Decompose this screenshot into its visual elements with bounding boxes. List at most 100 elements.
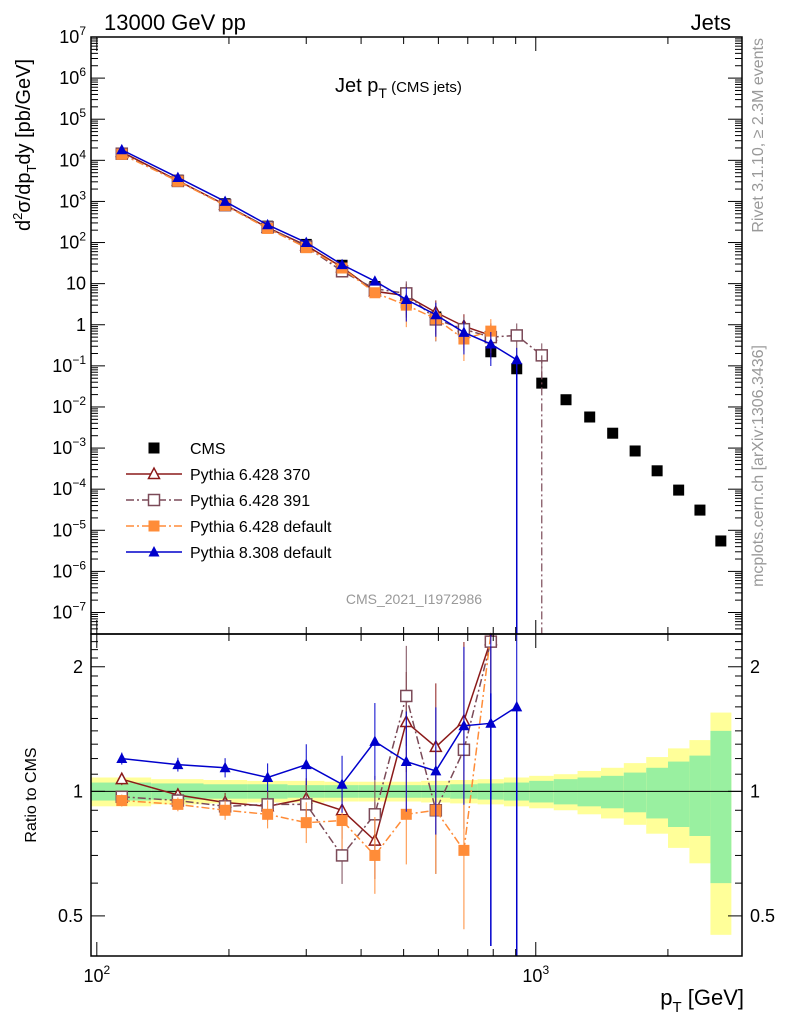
legend-label: CMS [190,441,226,458]
y-tick-label: 10−2 [52,394,86,417]
legend: CMS Pythia 6.428 370 Pythia 6.428 391 Pythi… [126,441,332,562]
ratio-point [219,761,231,773]
ratio-point [369,735,381,746]
ratio-point [300,817,312,829]
data-point [116,148,128,160]
y-tick-label: 1 [76,315,86,335]
ratio-point [262,808,274,820]
data-point [715,535,727,547]
ratio-point [400,689,413,703]
ratio-y-tick-label-right: 1 [750,781,760,801]
band-inner-bin [689,755,711,836]
legend-label: Pythia 8.308 default [190,545,332,562]
data-point [369,287,381,299]
series-line-pythia-8-308-default [121,149,518,361]
legend-marker [147,466,161,480]
band-inner-bin [623,772,647,813]
ratio-frame [90,633,743,957]
x-tick-label: 103 [522,963,549,986]
y-tick-label: 10−3 [52,435,86,458]
y-tick-label: 106 [59,65,86,88]
ratio-y-tick-label-right: 0.5 [750,906,775,926]
y-tick-label: 10−4 [52,476,86,499]
ratio-data-band [91,712,742,935]
legend-label: Pythia 6.428 default [190,519,332,536]
ratio-point [430,765,442,776]
header-right: Jets [691,10,731,35]
data-point [430,308,442,320]
x-axis-label: pT [GeV] [660,985,744,1016]
y-tick-label: 103 [59,188,86,211]
analysis-id: CMS_2021_I1972986 [346,591,482,607]
data-point [673,484,685,496]
y-tick-label: 10−5 [52,517,86,540]
y-tick-label: 10−6 [52,558,86,581]
data-point [485,338,497,349]
ratio-y-tick-label: 0.5 [58,906,83,926]
ratio-point [335,849,349,862]
data-point [172,171,184,183]
data-point [511,353,523,365]
main-series-layer [115,143,727,634]
band-inner-bin [577,777,601,807]
data-point [694,504,706,516]
y-tick-label: 10−1 [52,353,86,376]
legend-marker [148,442,160,454]
x-tick-label: 102 [83,963,110,986]
ratio-point [262,771,274,782]
ratio-line-pythia-8-308-default [121,706,518,786]
data-point [369,275,381,286]
main-y-axis-label: d2σ/dpTdy [pb/GeV] [10,59,39,231]
ratio-point [116,752,128,764]
ratio-point [511,700,523,712]
ratio-y-tick-label: 1 [73,781,83,801]
data-point [651,465,663,477]
ratio-point [458,844,470,856]
header-left: 13000 GeV pp [104,10,246,35]
ratio-point [172,758,184,770]
data-point [510,329,523,342]
ratio-point [172,798,184,810]
ratio-point [458,719,470,731]
ratio-y-tick-label: 2 [73,657,83,677]
data-point [336,258,348,270]
y-tick-label: 10 [66,274,86,294]
data-point [300,242,312,254]
ratio-point [116,795,128,807]
band-inner-bin [668,761,690,827]
rivet-label: Rivet 3.1.10, ≥ 2.3M events [750,38,767,233]
ratio-point [219,804,231,816]
ratio-point [115,771,129,785]
legend-label: Pythia 6.428 391 [190,493,310,510]
ratio-y-axis-label: Ratio to CMS [23,747,40,842]
data-point [629,445,641,457]
y-tick-label: 102 [59,230,86,253]
ratio-line-pythia-6-428-default [121,633,492,857]
ratio-point [336,778,348,789]
ratio-series-layer [115,632,523,956]
data-point [262,218,274,230]
data-point [607,427,619,439]
legend-marker [147,493,161,507]
legend-label: Pythia 6.428 370 [190,467,310,484]
ratio-point [300,758,312,770]
data-point [116,143,128,155]
data-point [560,394,572,406]
ratio-point [400,755,412,767]
ratio-point [369,849,381,861]
data-point [485,325,497,337]
data-point [400,293,412,305]
band-inner-bin [600,775,624,809]
data-point [458,326,470,337]
main-frame [90,36,743,635]
y-tick-label: 105 [59,106,86,129]
ratio-point [400,808,412,820]
ratio-point [336,815,348,827]
axes-layer: 102 103 10−7 10−6 10−5 10−4 10−3 10−2 10−1 1 10 102… [52,24,775,986]
plot-title: Jet pT (CMS jets) [335,75,462,101]
y-tick-label: 10−7 [52,600,86,623]
data-point [219,195,231,206]
legend-marker [148,546,160,557]
y-tick-label: 107 [59,24,86,47]
